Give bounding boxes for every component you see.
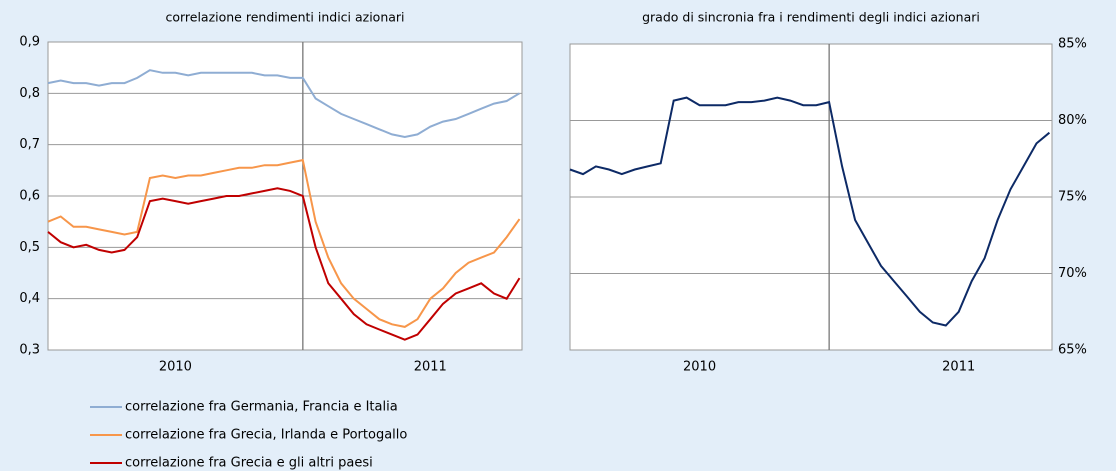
y-tick-label: 0,8	[19, 86, 40, 101]
series-line	[47, 69, 521, 139]
series-line	[47, 187, 521, 341]
y-tick-label: 0,4	[19, 291, 40, 306]
x-tick-label: 2010	[159, 360, 192, 375]
y-tick-label: 0,7	[19, 137, 40, 152]
legend-label: correlazione fra Germania, Francia e Ita…	[125, 400, 398, 415]
y-tick-label: 80%	[1058, 113, 1087, 128]
x-tick-label: 2011	[414, 360, 447, 375]
y-tick-label: 75%	[1058, 190, 1087, 205]
y-tick-label: 65%	[1058, 343, 1087, 358]
y-tick-label: 0,9	[19, 35, 40, 50]
chart-title: grado di sincronia fra i rendimenti degl…	[642, 10, 980, 25]
y-tick-label: 70%	[1058, 266, 1087, 281]
legend-label: correlazione fra Grecia e gli altri paes…	[125, 456, 373, 471]
series-line	[47, 158, 521, 328]
y-tick-label: 0,3	[19, 343, 40, 358]
series-line	[569, 96, 1051, 327]
chart-title: correlazione rendimenti indici azionari	[165, 10, 404, 25]
y-tick-label: 0,5	[19, 240, 40, 255]
legend-label: correlazione fra Grecia, Irlanda e Porto…	[125, 428, 407, 443]
y-tick-label: 85%	[1058, 37, 1087, 52]
y-tick-label: 0,6	[19, 189, 40, 204]
x-tick-label: 2011	[942, 360, 975, 375]
x-tick-label: 2010	[683, 360, 716, 375]
